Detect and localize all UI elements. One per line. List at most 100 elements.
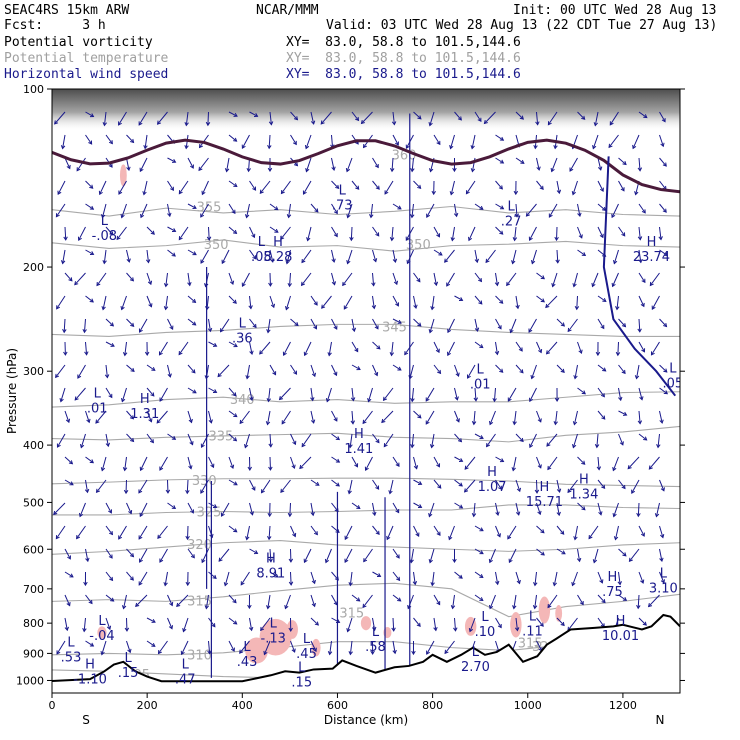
wind-arrowhead <box>634 191 639 196</box>
wind-arrow <box>249 341 253 355</box>
wind-arrow <box>495 134 504 141</box>
wind-arrow <box>105 387 113 398</box>
wind-arrow <box>78 226 86 241</box>
wind-arrowhead <box>560 322 566 327</box>
wind-arrowhead <box>395 302 400 307</box>
wind-arrowhead <box>145 259 151 264</box>
wind-arrow <box>372 571 381 577</box>
wind-arrow <box>331 456 340 463</box>
wind-arrow <box>351 387 354 401</box>
wind-arrowhead <box>253 113 259 117</box>
wind-arrowhead <box>345 167 351 173</box>
wind-arrowhead <box>157 649 162 655</box>
wind-arrow <box>208 571 217 579</box>
theta-contour-315 <box>52 582 680 618</box>
wind-arrow <box>392 318 402 324</box>
wind-arrow <box>448 525 455 540</box>
wind-arrowhead <box>66 164 71 170</box>
wind-arrow <box>433 456 440 468</box>
wind-arrow <box>556 180 560 194</box>
wind-arrowhead <box>602 298 607 302</box>
wind-arrowhead <box>110 342 115 347</box>
extremum-l-marker: L <box>660 567 668 582</box>
wind-arrowhead <box>200 259 205 264</box>
extremum-l-marker: L <box>182 657 190 672</box>
wind-arrow <box>159 387 168 402</box>
wind-arrowhead <box>507 397 512 402</box>
wind-arrow <box>536 502 541 515</box>
wind-arrow <box>515 502 520 516</box>
wind-arrow <box>182 617 189 632</box>
wind-arrow <box>431 571 435 586</box>
wind-arrow <box>146 410 152 422</box>
wind-arrow <box>249 295 252 309</box>
terrain-mask <box>52 614 680 693</box>
wind-arrowhead <box>314 621 320 626</box>
wind-arrowhead <box>249 511 255 516</box>
wind-arrowhead <box>149 439 154 444</box>
wind-arrowhead <box>300 281 305 287</box>
wind-arrowhead <box>637 236 643 241</box>
wind-arrowhead <box>449 191 455 196</box>
wind-arrow <box>246 525 250 540</box>
wind-arrow <box>206 295 209 310</box>
wind-arrow <box>372 249 377 262</box>
theta-label-extra: 350 <box>406 238 431 253</box>
wind-arrowhead <box>411 650 416 656</box>
wind-arrowhead <box>572 283 577 288</box>
wind-arrow <box>515 364 524 374</box>
wind-arrowhead <box>506 281 511 287</box>
wind-arrow <box>383 433 394 447</box>
wind-arrow <box>386 525 394 540</box>
wind-arrowhead <box>116 235 121 241</box>
wind-arrow <box>659 180 667 190</box>
wind-arrowhead <box>413 465 419 470</box>
wind-arrowhead <box>397 205 402 210</box>
wind-arrow <box>638 157 641 171</box>
wind-arrowhead <box>573 536 578 541</box>
wind-arrowhead <box>189 441 194 446</box>
wind-arrow <box>101 203 107 218</box>
wind-arrowhead <box>499 368 504 373</box>
wind-arrowhead <box>288 558 294 563</box>
wind-arrow <box>95 410 107 424</box>
wind-arrowhead <box>230 647 235 652</box>
wind-arrowhead <box>539 185 544 190</box>
wind-arrowhead <box>662 162 667 167</box>
wind-arrowhead <box>615 306 620 311</box>
wind-arrow <box>618 157 627 165</box>
wind-arrow <box>515 341 523 352</box>
wind-arrowhead <box>122 352 128 357</box>
wind-arrowhead <box>171 435 177 440</box>
wind-arrowhead <box>429 444 435 449</box>
wind-arrow <box>365 456 373 471</box>
wind-arrowhead <box>89 251 95 256</box>
wind-arrowhead <box>105 442 111 448</box>
wind-arrowhead <box>348 582 353 587</box>
wind-arrow <box>638 525 645 537</box>
wind-arrowhead <box>465 190 470 195</box>
wind-arrowhead <box>485 258 490 264</box>
wind-arrow <box>638 433 647 441</box>
wind-arrowhead <box>252 323 257 329</box>
wind-arrow <box>577 341 582 354</box>
wind-arrow <box>146 387 155 397</box>
wind-arrow <box>201 180 209 195</box>
wind-arrowhead <box>455 372 460 377</box>
wind-arrowhead <box>331 258 336 263</box>
wind-arrow <box>64 594 71 606</box>
extremum-value: .36 <box>232 331 253 346</box>
wind-arrow <box>454 364 460 377</box>
wind-arrow <box>303 548 312 563</box>
wind-arrowhead <box>391 627 396 632</box>
wind-arrow <box>187 249 197 256</box>
wind-arrow <box>207 111 209 126</box>
wind-arrowhead <box>288 581 294 586</box>
wind-arrowhead <box>306 237 311 242</box>
wind-arrow <box>546 341 558 355</box>
wind-arrow <box>310 318 317 330</box>
wind-arrow <box>79 502 86 517</box>
extremum-l-marker: L <box>124 651 132 666</box>
wind-arrow <box>536 341 542 353</box>
wind-arrow <box>347 249 353 264</box>
